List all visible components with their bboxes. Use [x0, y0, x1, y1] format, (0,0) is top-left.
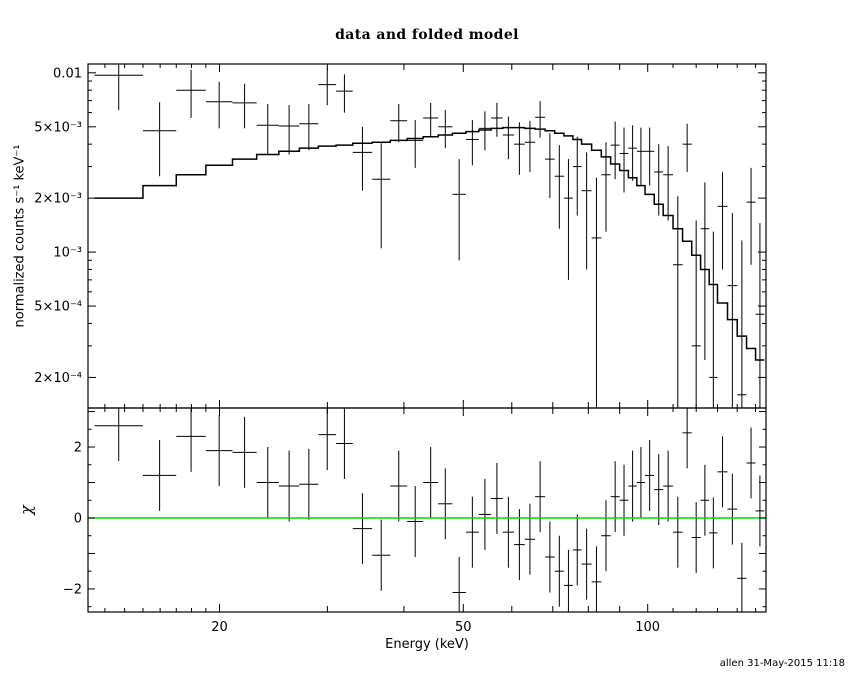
svg-text:−2: −2 [63, 582, 82, 597]
top-panel-frame [87, 63, 767, 409]
svg-text:100: 100 [635, 620, 660, 635]
bottom-panel-frame [87, 407, 767, 613]
svg-text:2: 2 [74, 441, 82, 456]
y-axis-label-counts: normalized counts s⁻¹ keV⁻¹ [12, 144, 28, 328]
svg-text:5×10⁻⁴: 5×10⁻⁴ [34, 300, 82, 315]
svg-text:5×10⁻³: 5×10⁻³ [34, 120, 82, 135]
svg-text:10⁻³: 10⁻³ [53, 246, 82, 261]
svg-text:50: 50 [455, 620, 472, 635]
tick-labels: 20 50 1000.015×10⁻³2×10⁻³10⁻³5×10⁻⁴2×10⁻⁴2… [34, 66, 660, 635]
spectrum-data-series [94, 64, 765, 408]
x-axis-label: Energy (keV) [385, 637, 469, 652]
svg-text:0: 0 [74, 511, 82, 526]
plot-timestamp: allen 31-May-2015 11:18 [719, 658, 845, 669]
svg-text:20: 20 [211, 620, 228, 635]
svg-text:2×10⁻³: 2×10⁻³ [34, 192, 82, 207]
svg-text:0.01: 0.01 [53, 66, 82, 81]
residuals-series [94, 408, 765, 612]
plot-title: data and folded model [335, 27, 519, 43]
svg-text:2×10⁻⁴: 2×10⁻⁴ [34, 371, 82, 386]
y-axis-label-chi: χ [16, 505, 36, 515]
folded-model-line [94, 126, 765, 361]
axis-ticks [88, 64, 766, 612]
